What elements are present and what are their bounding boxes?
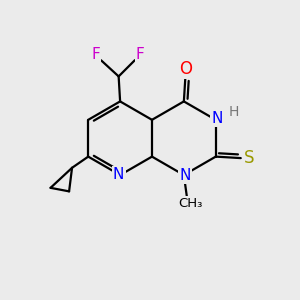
Text: N: N	[113, 167, 124, 182]
Text: F: F	[136, 47, 145, 62]
Text: O: O	[179, 60, 192, 78]
Text: N: N	[212, 111, 223, 126]
Text: N: N	[180, 167, 191, 182]
Text: F: F	[91, 47, 100, 62]
Text: CH₃: CH₃	[178, 197, 202, 210]
Text: S: S	[244, 149, 254, 167]
Text: H: H	[229, 105, 239, 118]
